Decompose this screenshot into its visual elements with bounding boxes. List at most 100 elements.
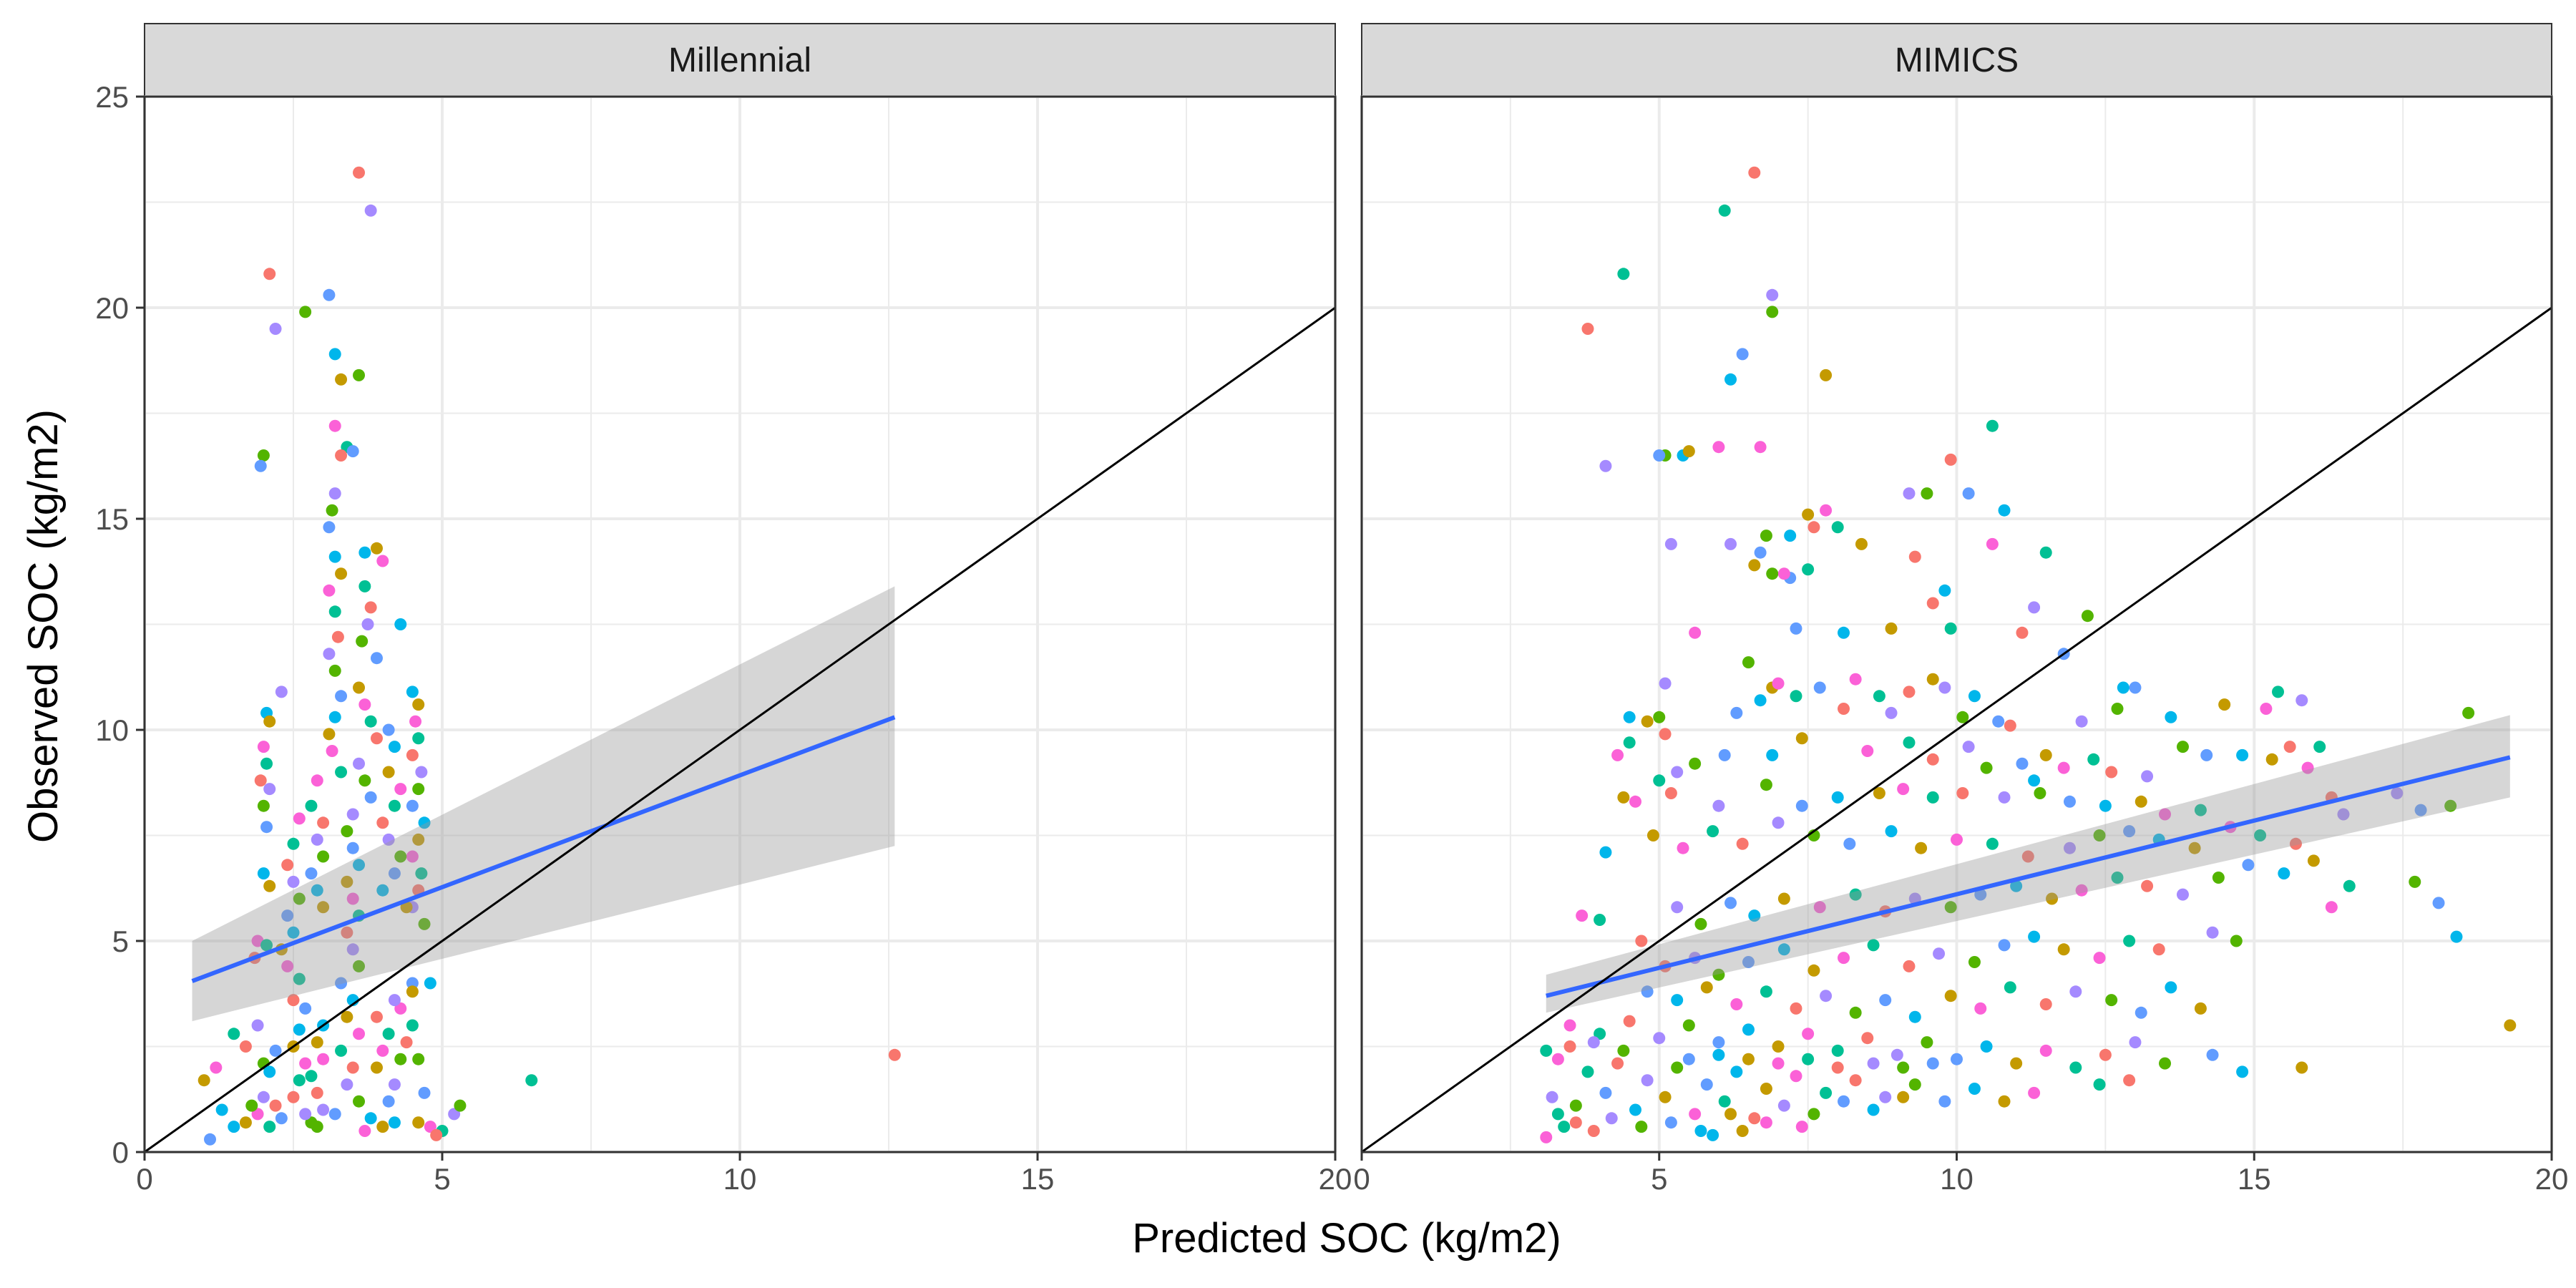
data-point — [335, 977, 348, 990]
data-point — [353, 369, 366, 381]
data-point — [1968, 1083, 1981, 1095]
data-point — [2307, 854, 2320, 867]
data-point — [2165, 981, 2177, 994]
data-point — [1707, 1128, 1719, 1141]
data-point — [346, 892, 359, 905]
data-point — [1849, 1074, 1862, 1087]
data-point — [2218, 698, 2231, 711]
data-point — [1986, 837, 1999, 850]
data-point — [1540, 1044, 1553, 1057]
data-point — [2265, 753, 2278, 766]
data-point — [251, 1108, 264, 1121]
data-point — [299, 306, 312, 318]
data-point — [1611, 1057, 1624, 1070]
data-point — [1855, 537, 1868, 550]
data-point — [382, 766, 395, 779]
data-point — [2046, 892, 2059, 905]
data-point — [1712, 1048, 1725, 1061]
data-point — [2260, 703, 2273, 715]
data-point — [1890, 1048, 1903, 1061]
data-point — [2325, 901, 2338, 914]
data-point — [269, 323, 282, 335]
data-point — [1903, 686, 1916, 698]
data-point — [263, 879, 276, 892]
data-point — [2450, 930, 2463, 943]
data-point — [388, 867, 401, 880]
data-point — [1760, 530, 1772, 542]
data-point — [341, 1010, 353, 1023]
data-point — [2409, 875, 2421, 888]
data-point — [1754, 546, 1767, 559]
facet-strip-label: Millennial — [668, 42, 811, 79]
data-point — [1843, 837, 1856, 850]
data-point — [317, 850, 330, 863]
data-point — [287, 994, 300, 1007]
data-point — [2010, 879, 2023, 892]
data-point — [1664, 787, 1677, 799]
data-point — [1623, 736, 1636, 749]
data-point — [1587, 1036, 1600, 1049]
data-point — [382, 723, 395, 736]
data-point — [257, 867, 270, 880]
data-point — [1807, 1108, 1820, 1121]
data-point — [1724, 537, 1737, 550]
data-point — [257, 741, 270, 753]
data-point — [2117, 681, 2129, 694]
data-point — [293, 1023, 306, 1036]
data-point — [376, 884, 389, 897]
data-point — [2129, 1036, 2142, 1049]
identity-line — [1361, 306, 2552, 1153]
data-point — [364, 1112, 377, 1125]
data-point — [263, 1121, 276, 1133]
data-point — [2414, 804, 2427, 816]
data-point — [2081, 610, 2094, 623]
data-point — [2313, 741, 2326, 753]
data-point — [1760, 779, 1772, 791]
data-point — [197, 1074, 210, 1087]
data-point — [1820, 990, 1833, 1002]
data-point — [376, 555, 389, 567]
data-point — [1671, 766, 1684, 779]
data-point — [1831, 1061, 1844, 1074]
data-point — [317, 1103, 330, 1116]
data-point — [1724, 897, 1737, 909]
data-point — [335, 766, 348, 779]
data-point — [1653, 1032, 1666, 1045]
data-point — [323, 728, 336, 741]
data-point — [2242, 859, 2255, 872]
data-point — [1772, 816, 1785, 829]
data-point — [388, 1078, 401, 1091]
data-point — [328, 1108, 341, 1121]
data-point — [376, 1121, 389, 1133]
data-point — [370, 732, 383, 745]
data-point — [1790, 1002, 1802, 1015]
data-point — [1838, 952, 1850, 965]
data-point — [281, 859, 294, 872]
data-point — [346, 841, 359, 854]
data-point — [394, 1002, 407, 1015]
data-point — [2069, 1061, 2082, 1074]
data-point — [1998, 1095, 2011, 1108]
data-point — [1682, 1053, 1695, 1065]
data-point — [1921, 1036, 1933, 1049]
x-tick-label: 0 — [136, 1162, 152, 1196]
data-point — [412, 732, 425, 745]
trend-line — [1546, 755, 2511, 998]
data-point — [1682, 1019, 1695, 1032]
data-point — [2236, 1065, 2249, 1078]
data-point — [1838, 703, 1850, 715]
data-point — [1938, 584, 1951, 597]
data-point — [275, 1112, 288, 1125]
data-point — [424, 1121, 436, 1133]
data-point — [1540, 1131, 1553, 1143]
data-point — [311, 774, 323, 787]
data-point — [1587, 1125, 1600, 1137]
data-point — [1617, 791, 1630, 804]
data-point — [328, 550, 341, 563]
y-tick-label: 10 — [95, 713, 129, 747]
data-point — [2123, 935, 2136, 947]
data-point — [311, 833, 323, 846]
y-tick-label: 15 — [95, 502, 129, 536]
data-point — [2028, 1086, 2041, 1099]
data-point — [2111, 703, 2124, 715]
